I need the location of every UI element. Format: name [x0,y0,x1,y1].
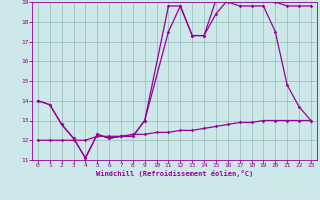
X-axis label: Windchill (Refroidissement éolien,°C): Windchill (Refroidissement éolien,°C) [96,170,253,177]
